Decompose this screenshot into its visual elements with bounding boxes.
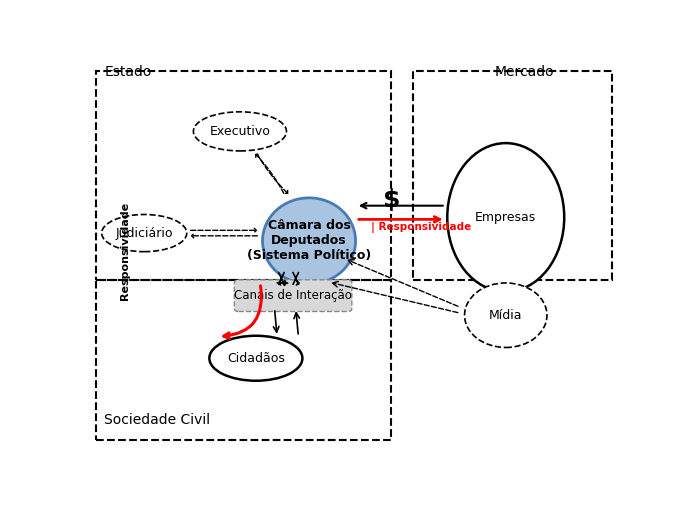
Ellipse shape [102,214,187,251]
Text: Sociedade Civil: Sociedade Civil [104,412,211,427]
Ellipse shape [193,112,287,151]
Text: Estado: Estado [104,65,152,79]
Ellipse shape [447,143,564,292]
FancyBboxPatch shape [235,280,352,311]
Ellipse shape [464,283,547,347]
Text: Executivo: Executivo [209,125,270,138]
Text: Mídia: Mídia [489,309,523,322]
Text: Judiciário: Judiciário [115,227,173,240]
Text: Cidadãos: Cidadãos [227,352,285,365]
Text: Responsividade: Responsividade [120,202,130,300]
Text: Canais de Interação: Canais de Interação [234,289,352,302]
Text: Mercado: Mercado [495,65,555,79]
Ellipse shape [209,336,303,380]
Text: | Responsividade: | Responsividade [370,222,471,233]
Text: Empresas: Empresas [475,211,536,224]
Ellipse shape [263,198,355,284]
Text: $: $ [383,188,400,212]
Text: Câmara dos
Deputados
(Sistema Político): Câmara dos Deputados (Sistema Político) [247,219,371,263]
